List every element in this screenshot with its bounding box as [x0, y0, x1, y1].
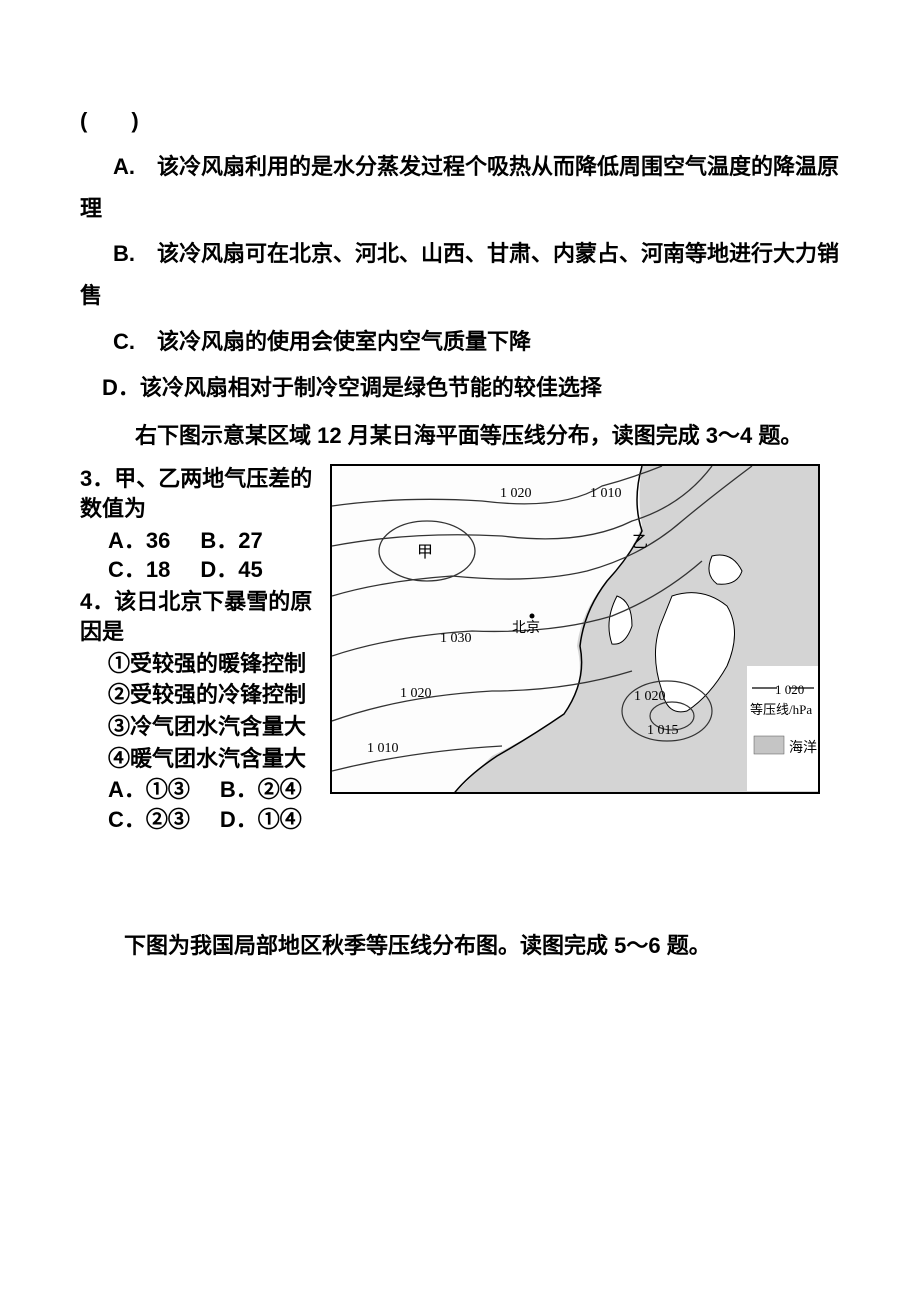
map-label-1020b: 1 020 — [400, 681, 432, 708]
q3-opt-d: D．45 — [200, 555, 262, 585]
option-a: A. 该冷风扇利用的是水分蒸发过程个吸热从而降低周围空气温度的降温原理 — [80, 146, 840, 230]
map-label-1020a: 1 020 — [500, 481, 532, 508]
q4-opt-c: C．②③ — [108, 805, 190, 835]
q3-opt-c: C．18 — [108, 555, 170, 585]
q4-c4: ④暖气团水汽含量大 — [80, 744, 320, 774]
q4-c1: ①受较强的暖锋控制 — [80, 649, 320, 679]
map-label-1010b: 1 010 — [367, 736, 399, 763]
q4-opt-a: A．①③ — [108, 775, 190, 805]
map-label-1020c: 1 020 — [634, 684, 666, 711]
q3-stem: 3．甲、乙两地气压差的数值为 — [80, 464, 320, 523]
map-label-1030: 1 030 — [440, 626, 472, 653]
q4-opt-b: B．②④ — [220, 775, 302, 805]
q4-stem: 4．该日北京下暴雪的原因是 — [80, 587, 320, 646]
bottom-intro: 下图为我国局部地区秋季等压线分布图。读图完成 5～6 题。 — [80, 925, 840, 967]
option-d: D．该冷风扇相对于制冷空调是绿色节能的较佳选择 — [80, 367, 840, 409]
map-label-1015: 1 015 — [647, 718, 679, 745]
legend-ocean: 海洋 — [789, 736, 817, 763]
q4-c2: ②受较强的冷锋控制 — [80, 680, 320, 710]
q4-opt-d: D．①④ — [220, 805, 302, 835]
q3-opt-b: B．27 — [200, 526, 262, 556]
map-label-1010: 1 010 — [590, 481, 622, 508]
map-label-jia: 甲 — [417, 538, 433, 568]
questions-column: 3．甲、乙两地气压差的数值为 A．36 B．27 C．18 D．45 4．该日北… — [80, 464, 320, 834]
legend-isobar-unit: 等压线/hPa — [750, 698, 812, 723]
map-svg — [332, 466, 820, 794]
option-c: C. 该冷风扇的使用会使室内空气质量下降 — [80, 321, 840, 363]
isobar-map: 1 020 1 010 甲 乙 北京 1 030 1 020 1 010 1 0… — [330, 464, 820, 794]
intro-text: 右下图示意某区域 12 月某日海平面等压线分布，读图完成 3～4 题。 — [80, 415, 840, 457]
paren-line: ( ) — [80, 100, 840, 142]
map-label-beijing: 北京 — [512, 616, 540, 643]
option-b: B. 该冷风扇可在北京、河北、山西、甘肃、内蒙占、河南等地进行大力销售 — [80, 233, 840, 317]
q4-c3: ③冷气团水汽含量大 — [80, 712, 320, 742]
q3-opt-a: A．36 — [108, 526, 170, 556]
map-label-yi: 乙 — [632, 528, 648, 558]
